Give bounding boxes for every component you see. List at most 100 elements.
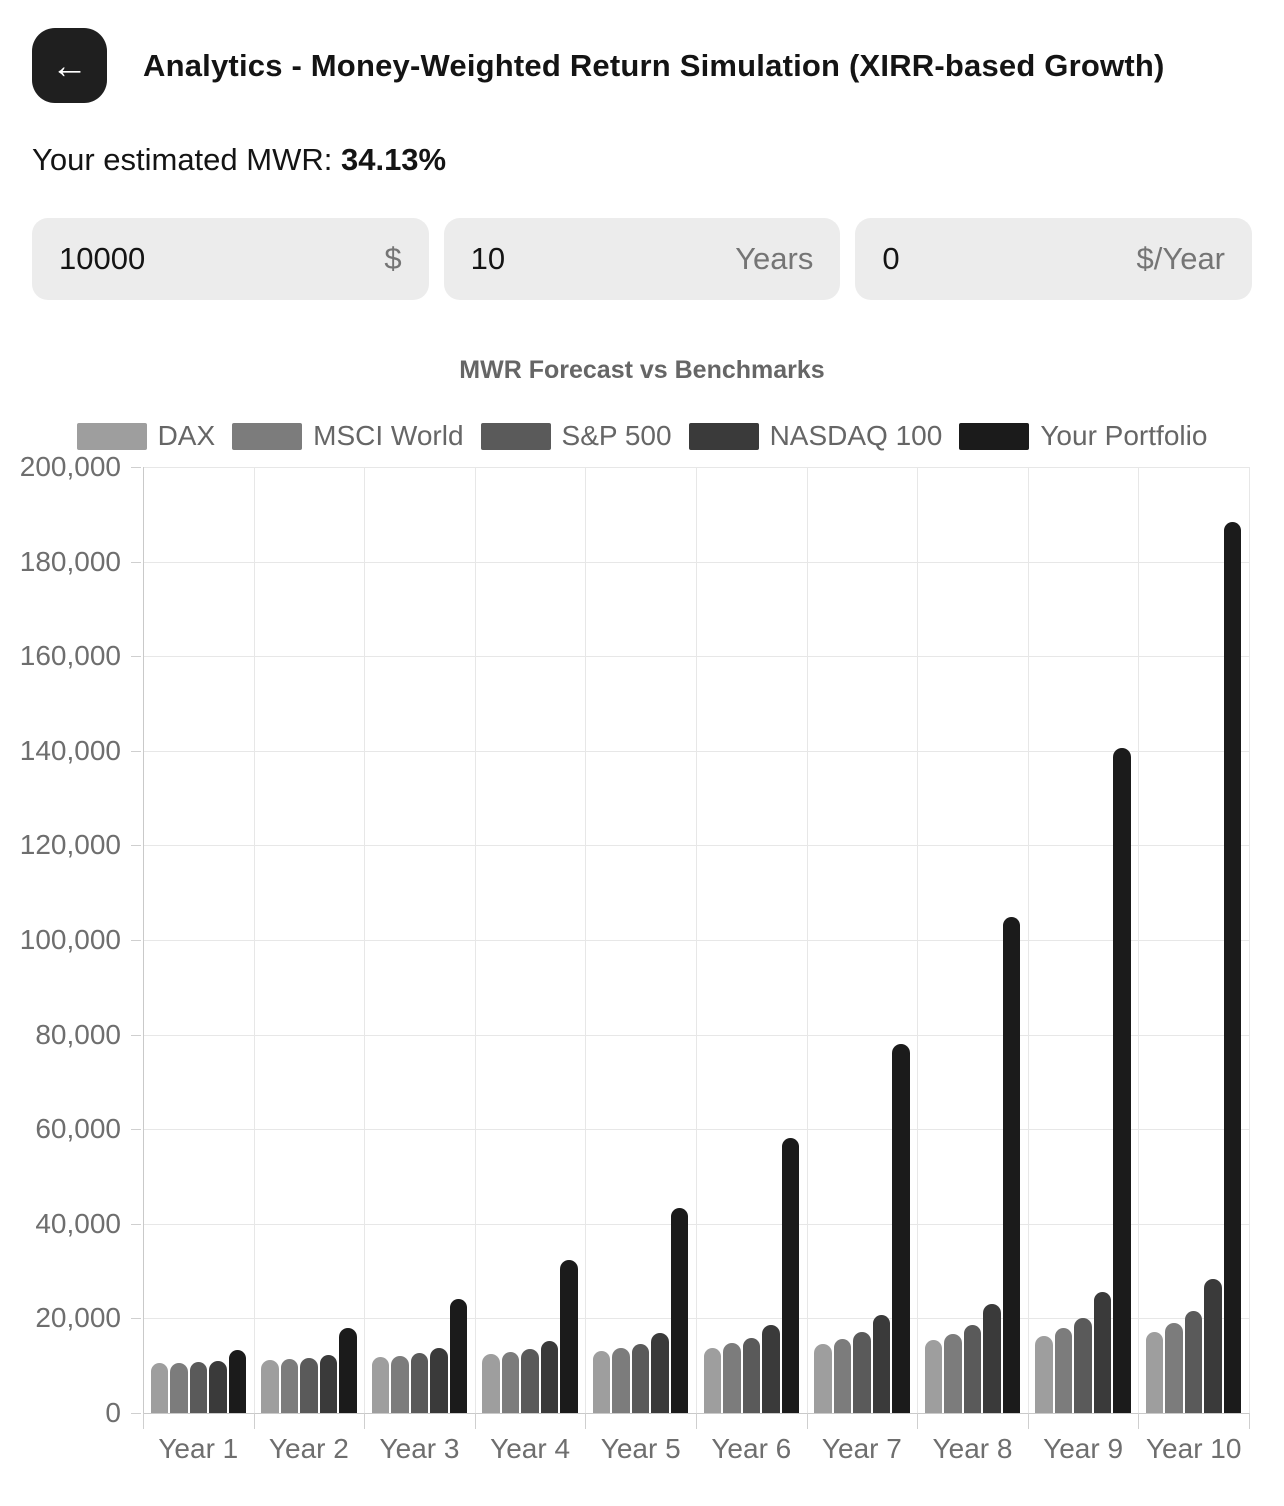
y-axis-label: 180,000 <box>19 545 121 577</box>
x-axis-label-year-2: Year 2 <box>268 1433 349 1464</box>
gridline-vertical <box>806 467 808 1413</box>
plot-area[interactable] <box>143 467 1250 1429</box>
gridline-vertical <box>474 467 476 1413</box>
x-axis-label-year-1: Year 1 <box>158 1433 239 1464</box>
bar-msci-world-year-10[interactable] <box>1165 1322 1183 1413</box>
bar-msci-world-year-7[interactable] <box>833 1338 852 1413</box>
bar-dax-year-5[interactable] <box>592 1351 611 1413</box>
y-axis-label: 120,000 <box>19 829 121 861</box>
bar-s-p-500-year-2[interactable] <box>300 1357 318 1413</box>
bar-dax-year-9[interactable] <box>1035 1336 1053 1413</box>
bar-dax-year-10[interactable] <box>1145 1332 1164 1413</box>
bar-nasdaq-100-year-9[interactable] <box>1093 1292 1112 1413</box>
x-axis-tick <box>806 1413 808 1429</box>
bar-your-portfolio-year-6[interactable] <box>781 1137 800 1413</box>
legend-label-msci-world: MSCI World <box>313 420 464 451</box>
bar-s-p-500-year-6[interactable] <box>742 1337 761 1413</box>
legend-item-your-portfolio[interactable]: Your Portfolio <box>959 420 1207 452</box>
x-axis-tick <box>1027 1413 1029 1429</box>
bar-dax-year-6[interactable] <box>703 1347 722 1413</box>
y-axis-label: 100,000 <box>19 924 121 955</box>
legend-item-msci-world[interactable]: MSCI World <box>232 420 464 452</box>
bar-msci-world-year-8[interactable] <box>944 1333 962 1413</box>
bar-nasdaq-100-year-6[interactable] <box>762 1324 780 1413</box>
initial-investment-input[interactable] <box>59 241 248 277</box>
bar-your-portfolio-year-9[interactable] <box>1113 748 1131 1413</box>
y-axis-tick <box>131 845 141 847</box>
bar-your-portfolio-year-5[interactable] <box>670 1207 689 1413</box>
x-axis-tick <box>917 1413 919 1429</box>
bar-your-portfolio-year-4[interactable] <box>560 1259 578 1413</box>
y-axis-label: 20,000 <box>35 1302 121 1334</box>
bar-your-portfolio-year-8[interactable] <box>1002 917 1021 1413</box>
bar-your-portfolio-year-3[interactable] <box>449 1298 468 1413</box>
legend-item-dax[interactable]: DAX <box>76 420 215 452</box>
bar-your-portfolio-year-2[interactable] <box>339 1327 357 1413</box>
bar-your-portfolio-year-10[interactable] <box>1223 521 1242 1413</box>
legend-item-nasdaq-100[interactable]: NASDAQ 100 <box>688 420 942 452</box>
back-button[interactable]: ← <box>32 28 107 103</box>
bar-s-p-500-year-8[interactable] <box>963 1325 982 1413</box>
bar-nasdaq-100-year-1[interactable] <box>209 1360 227 1413</box>
bar-your-portfolio-year-7[interactable] <box>892 1043 910 1413</box>
bar-nasdaq-100-year-2[interactable] <box>319 1354 338 1413</box>
legend-swatch-nasdaq-100 <box>688 422 759 450</box>
bar-msci-world-year-6[interactable] <box>723 1343 741 1413</box>
bar-dax-year-8[interactable] <box>924 1340 943 1413</box>
contribution-field: $/Year <box>855 218 1253 300</box>
y-axis-tick <box>131 561 141 563</box>
bar-msci-world-year-3[interactable] <box>391 1355 409 1413</box>
bar-s-p-500-year-9[interactable] <box>1074 1318 1092 1413</box>
bar-s-p-500-year-3[interactable] <box>410 1353 429 1413</box>
x-axis-label-year-4: Year 4 <box>490 1433 571 1464</box>
legend-item-s-p-500[interactable]: S&P 500 <box>480 420 672 452</box>
bar-msci-world-year-1[interactable] <box>170 1362 188 1413</box>
x-axis-tick <box>1249 1413 1250 1429</box>
bar-nasdaq-100-year-10[interactable] <box>1204 1278 1222 1413</box>
x-axis: Year 1 Year 2 Year 3 Year 4 Year 5 Year 6 Year… <box>143 1432 1249 1468</box>
bar-s-p-500-year-4[interactable] <box>521 1348 539 1413</box>
bar-nasdaq-100-year-8[interactable] <box>983 1304 1001 1413</box>
y-axis-label: 60,000 <box>35 1113 121 1145</box>
x-axis-tick <box>364 1413 366 1429</box>
bar-dax-year-4[interactable] <box>482 1354 500 1413</box>
gridline-vertical <box>1249 467 1250 1413</box>
mwr-value: 34.13% <box>340 142 447 177</box>
legend-label-your-portfolio: Your Portfolio <box>1040 420 1208 451</box>
bar-s-p-500-year-7[interactable] <box>853 1331 871 1413</box>
mwr-forecast-chart: MWR Forecast vs Benchmarks DAX MSCI World… <box>0 354 1284 1506</box>
bar-dax-year-3[interactable] <box>371 1357 390 1413</box>
bar-dax-year-7[interactable] <box>814 1344 832 1413</box>
x-axis-label-year-7: Year 7 <box>821 1433 902 1464</box>
y-axis-tick <box>131 1413 141 1414</box>
y-axis-tick <box>131 656 141 658</box>
bar-dax-year-2[interactable] <box>261 1360 279 1413</box>
bar-s-p-500-year-1[interactable] <box>189 1361 208 1413</box>
bar-s-p-500-year-5[interactable] <box>631 1343 650 1413</box>
bar-nasdaq-100-year-3[interactable] <box>430 1348 448 1413</box>
bar-nasdaq-100-year-5[interactable] <box>651 1333 669 1413</box>
mwr-summary: Your estimated MWR: 34.13% <box>32 142 1252 178</box>
x-axis-label-year-3: Year 3 <box>379 1433 460 1464</box>
x-axis-label-year-10: Year 10 <box>1145 1433 1242 1464</box>
gridline-vertical <box>143 467 144 1413</box>
mwr-label: Your estimated MWR: <box>32 142 333 177</box>
y-axis-tick <box>131 750 141 752</box>
bar-s-p-500-year-10[interactable] <box>1184 1310 1203 1413</box>
x-axis-label-year-5: Year 5 <box>600 1433 681 1464</box>
initial-investment-unit: $ <box>384 241 402 276</box>
bar-msci-world-year-4[interactable] <box>501 1351 520 1413</box>
bar-msci-world-year-9[interactable] <box>1054 1328 1073 1413</box>
bar-your-portfolio-year-1[interactable] <box>228 1349 247 1413</box>
bar-msci-world-year-2[interactable] <box>280 1359 299 1413</box>
bar-nasdaq-100-year-4[interactable] <box>540 1341 559 1413</box>
bar-msci-world-year-5[interactable] <box>612 1347 630 1413</box>
gridline-vertical <box>253 467 255 1413</box>
y-axis-tick <box>131 1129 141 1131</box>
y-axis-tick <box>131 940 141 941</box>
duration-input[interactable] <box>470 241 660 277</box>
contribution-input[interactable] <box>882 241 1071 277</box>
bar-nasdaq-100-year-7[interactable] <box>872 1314 891 1413</box>
x-axis-label-year-8: Year 8 <box>932 1433 1013 1464</box>
bar-dax-year-1[interactable] <box>150 1363 169 1413</box>
